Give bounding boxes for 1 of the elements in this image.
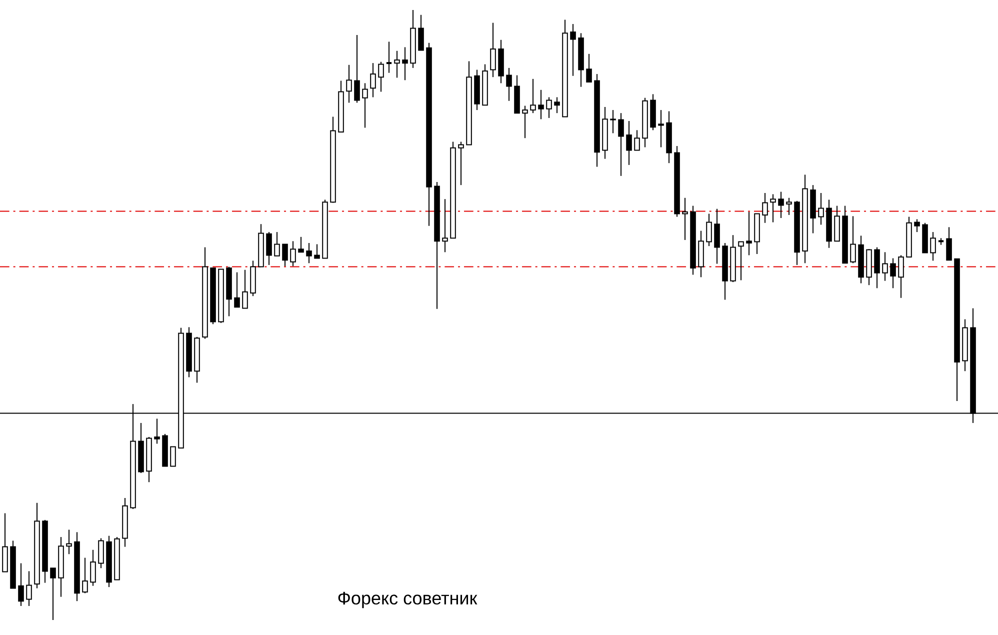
- annotation: Форекс советник: [338, 592, 478, 608]
